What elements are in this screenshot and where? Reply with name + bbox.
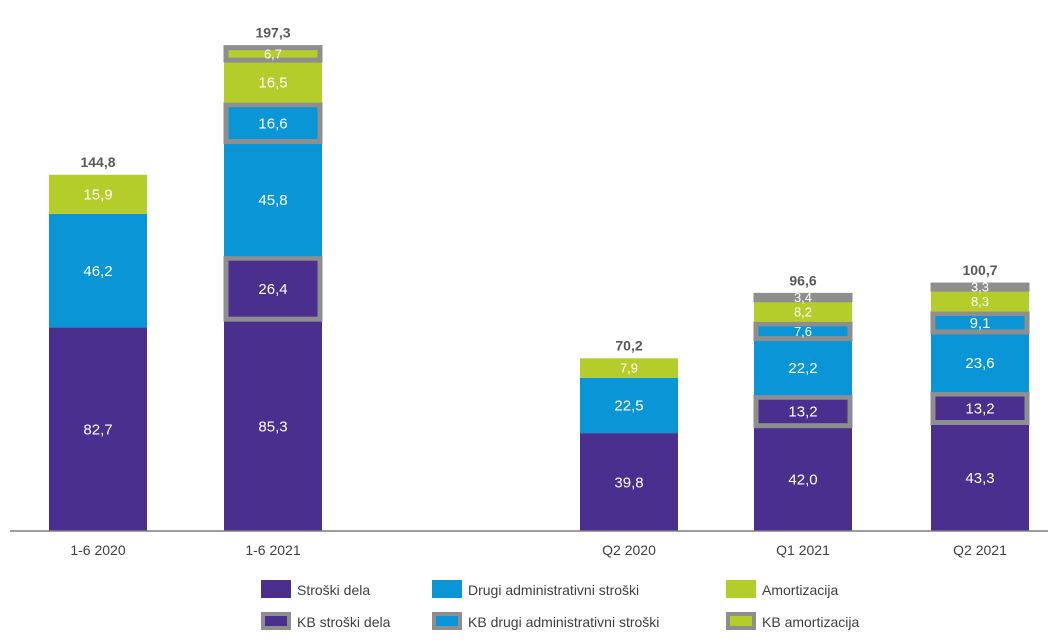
- data-label: 16,6: [258, 115, 287, 132]
- bar-kb-drugi-administrativni-stro-ki-q2-2021: [930, 311, 1030, 335]
- data-label: 16,5: [258, 75, 287, 92]
- legend-label-kb-drugi-administrativni-stro-ki: KB drugi administrativni stroški: [468, 614, 659, 630]
- x-tick-label: Q1 2021: [776, 542, 830, 558]
- data-label: 39,8: [614, 474, 643, 491]
- legend: Stroški dela Drugi administrativni strošk…: [261, 580, 859, 630]
- bar-kb-drugi-administrativni-stro-ki-q1-2021: [753, 321, 853, 342]
- bar-amortizacija-1-6-2020: [49, 174, 147, 214]
- x-tick-labels: 1-6 2020 1-6 2021 Q2 2020 Q1 2021 Q2 2021: [70, 542, 1007, 558]
- legend-swatch-kb-amortizacija: [726, 612, 756, 630]
- data-label: 42,0: [788, 472, 817, 489]
- data-label: 3,4: [794, 290, 812, 305]
- data-label: 7,9: [620, 361, 638, 376]
- bar-drugi-administrativni-stro-ki-1-6-2021: [224, 143, 322, 257]
- legend-label-amortizacija: Amortizacija: [762, 582, 838, 598]
- legend-label-kb-amortizacija: KB amortizacija: [762, 614, 859, 630]
- x-tick-label: 1-6 2020: [70, 542, 125, 558]
- data-label: 26,4: [258, 281, 287, 298]
- data-label: 23,6: [965, 355, 994, 372]
- data-label: 45,8: [258, 192, 287, 209]
- legend-swatch-kb-stro-ki-dela: [261, 612, 291, 630]
- legend-swatch-amortizacija: [726, 580, 756, 598]
- bar-amortizacija-q2-2021: [931, 291, 1029, 312]
- legend-swatch-kb-drugi-administrativni-stro-ki: [432, 612, 462, 630]
- bar-drugi-administrativni-stro-ki-1-6-2020: [49, 213, 147, 328]
- data-label: 9,1: [970, 315, 991, 332]
- bar-kb-amortizacija-q2-2021: [930, 282, 1030, 292]
- data-label: 22,5: [614, 398, 643, 415]
- data-label: 13,2: [788, 404, 817, 421]
- bar-stro-ki-dela-q2-2021: [931, 424, 1029, 531]
- bar-amortizacija-q2-2020: [580, 358, 678, 378]
- bar-kb-stro-ki-dela-1-6-2021: [223, 255, 323, 322]
- legend-swatch-drugi-administrativni-stro-ki: [432, 580, 462, 598]
- bar-amortizacija-1-6-2021: [224, 62, 322, 103]
- bar-kb-amortizacija-1-6-2021: [223, 45, 323, 63]
- bar-kb-amortizacija-q1-2021: [753, 292, 853, 303]
- data-label: 13,2: [965, 400, 994, 417]
- legend-label-drugi-administrativni-stro-ki: Drugi administrativni stroški: [468, 582, 639, 598]
- total-label: 197,3: [255, 25, 290, 41]
- data-label: 3,3: [971, 280, 989, 295]
- data-label: 46,2: [83, 263, 112, 280]
- totals-layer: 144,8 197,3 70,2 96,6 100,7: [80, 25, 997, 354]
- bar-drugi-administrativni-stro-ki-q1-2021: [754, 340, 852, 396]
- data-label: 22,2: [788, 360, 817, 377]
- data-label: 85,3: [258, 418, 287, 435]
- data-label: 6,7: [264, 46, 282, 61]
- x-tick-label: 1-6 2021: [245, 542, 300, 558]
- legend-label-kb-stro-ki-dela: KB stroški dela: [297, 614, 391, 630]
- x-tick-label: Q2 2020: [602, 542, 656, 558]
- data-label: 43,3: [965, 470, 994, 487]
- bar-drugi-administrativni-stro-ki-q2-2020: [580, 377, 678, 434]
- data-label: 8,3: [971, 294, 989, 309]
- x-tick-label: Q2 2021: [953, 542, 1007, 558]
- bar-kb-stro-ki-dela-q2-2021: [930, 391, 1030, 425]
- total-label: 96,6: [789, 272, 816, 288]
- bar-drugi-administrativni-stro-ki-q2-2021: [931, 333, 1029, 393]
- bar-kb-stro-ki-dela-q1-2021: [753, 394, 853, 429]
- total-label: 70,2: [615, 337, 642, 353]
- bars-layer: 82,7 46,2 15,9 85,3 26,4 45,8 16,6 16,5 6,7 39,8 2…: [49, 45, 1030, 531]
- bar-stro-ki-dela-1-6-2020: [49, 327, 147, 531]
- legend-swatch-stro-ki-dela: [261, 580, 291, 598]
- bar-stro-ki-dela-q1-2021: [754, 427, 852, 531]
- bar-kb-drugi-administrativni-stro-ki-1-6-2021: [223, 102, 323, 145]
- data-label: 82,7: [83, 422, 112, 439]
- total-label: 144,8: [80, 154, 115, 170]
- data-label: 15,9: [83, 187, 112, 204]
- total-label: 100,7: [962, 262, 997, 278]
- legend-label-stro-ki-dela: Stroški dela: [297, 582, 370, 598]
- bar-amortizacija-q1-2021: [754, 301, 852, 322]
- bar-stro-ki-dela-q2-2020: [580, 433, 678, 531]
- data-label: 7,6: [794, 324, 812, 339]
- bar-stro-ki-dela-1-6-2021: [224, 321, 322, 531]
- data-label: 8,2: [794, 304, 812, 319]
